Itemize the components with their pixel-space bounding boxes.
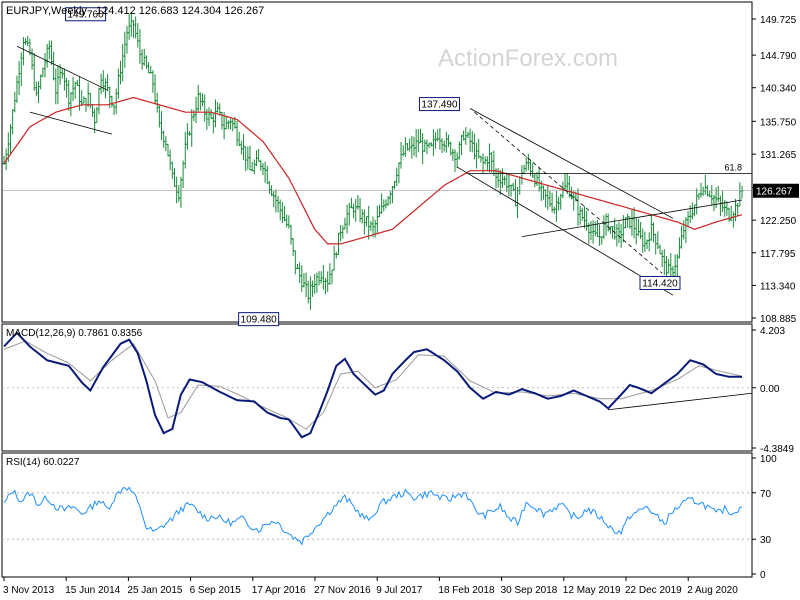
rsi-title: RSI(14) 60.0227 [6,457,80,468]
moving-average-path [3,96,743,245]
x-tick-label: 15 Jun 2014 [65,585,120,596]
low-114-420-box [639,275,681,290]
x-tick-label: 30 Sep 2018 [501,585,558,596]
fib-label: 61.8 [724,163,742,173]
trend-lines [2,45,752,296]
macd-ytick-label: -4.3849 [760,444,794,455]
macd-ytick-label: 4.203 [760,326,785,337]
x-tick-label: 9 Jul 2017 [376,585,423,596]
moving-average-line [3,96,743,245]
x-tick-label: 18 Feb 2018 [438,585,495,596]
current-price-tag-label: 126.267 [756,187,793,198]
wedge-upper-line [16,45,108,91]
price-ytick-label: 144.790 [760,51,797,62]
price-ytick-label: 117.795 [760,249,796,260]
channel-lower-line [456,166,674,296]
macd-title: MACD(12,26,9) 0.7861 0.8356 [6,328,143,339]
x-tick-label: 22 Dec 2019 [625,585,682,596]
x-tick-label: 2 Aug 2020 [687,585,738,596]
price-ytick-label: 131.265 [760,150,797,161]
ohlc-values: 124.412 126.683 124.304 126.267 [96,5,264,17]
price-ytick-label: 140.340 [760,84,797,95]
macd-signal-line [3,340,743,430]
low-114-420-label: 114.420 [642,278,678,289]
high-149-760-box [65,7,107,22]
high-137-490-box [418,97,460,112]
rsi-ytick-label: 100 [760,454,777,465]
dashed-trend-line [474,111,663,274]
rsi-ytick-label: 70 [760,489,772,500]
x-tick-label: 25 Jan 2015 [127,585,182,596]
price-ytick-label: 122.250 [760,216,797,227]
symbol-label: EURJPY,Weekly [6,5,87,17]
rsi-line [3,486,743,546]
price-annotations: 149.760 137.490 114.420 109.480 61.8 [65,7,742,327]
x-axis: 3 Nov 2013 15 Jun 2014 25 Jan 2015 6 Sep 20… [3,577,738,596]
price-ytick-label: 135.750 [760,117,797,128]
macd-trend-line [608,392,753,411]
chart-title: EURJPY,Weekly 124.412 126.683 124.304 12… [6,5,264,17]
high-149-760-label: 149.760 [68,10,105,21]
price-panel [1,1,753,323]
rsi-grid [2,492,752,540]
macd-lines [3,331,753,439]
rsi-path [3,486,743,546]
rsi-y-axis: 100 70 30 0 [752,454,777,581]
price-candles [2,12,744,310]
x-tick-label: 17 Apr 2016 [252,585,306,596]
channel-upper-line [469,108,674,219]
x-tick-label: 12 May 2019 [563,585,621,596]
rsi-ytick-label: 0 [760,570,766,581]
macd-main-line [3,331,743,439]
x-tick-label: 27 Nov 2016 [314,585,371,596]
price-ytick-label: 108.885 [760,314,797,325]
high-137-490-label: 137.490 [421,100,458,111]
macd-ytick-label: 0.00 [760,384,780,395]
x-tick-label: 3 Nov 2013 [3,585,55,596]
current-price-tag [753,183,799,198]
watermark: ActionForex.com [438,45,618,72]
price-ytick-label: 113.340 [760,281,796,292]
x-tick-label: 6 Sep 2015 [190,585,242,596]
rsi-ytick-label: 30 [760,535,772,546]
low-109-480-label: 109.480 [241,315,278,326]
price-y-axis: 149.725144.790140.340135.750131.265126.6… [752,15,799,325]
rsi-panel [1,452,753,578]
wedge-lower-line [29,111,112,135]
low-109-480-box [238,312,280,327]
price-ytick-label: 149.725 [760,15,797,26]
macd-y-axis: 4.203 0.00 -4.3849 [752,326,794,455]
support-line [521,199,743,238]
